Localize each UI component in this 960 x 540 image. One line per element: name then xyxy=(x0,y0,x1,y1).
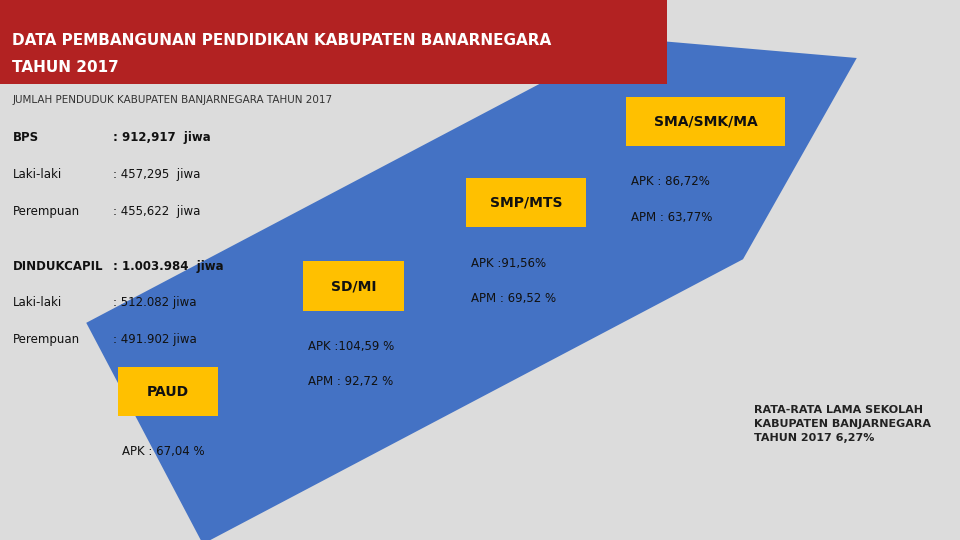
Text: SMA/SMK/MA: SMA/SMK/MA xyxy=(654,114,757,129)
FancyBboxPatch shape xyxy=(467,178,586,227)
Text: SD/MI: SD/MI xyxy=(330,279,376,293)
Text: APM : 63,77%: APM : 63,77% xyxy=(632,211,712,224)
Text: Perempuan: Perempuan xyxy=(12,205,80,218)
Text: DINDUKCAPIL: DINDUKCAPIL xyxy=(12,260,103,273)
Text: JUMLAH PENDUDUK KABUPATEN BANJARNEGARA TAHUN 2017: JUMLAH PENDUDUK KABUPATEN BANJARNEGARA T… xyxy=(12,95,332,105)
Text: PAUD: PAUD xyxy=(147,384,189,399)
FancyBboxPatch shape xyxy=(626,97,784,146)
Text: DATA PEMBANGUNAN PENDIDIKAN KABUPATEN BANARNEGARA: DATA PEMBANGUNAN PENDIDIKAN KABUPATEN BA… xyxy=(12,33,552,48)
Text: APM : 69,52 %: APM : 69,52 % xyxy=(471,292,556,305)
Text: Laki-laki: Laki-laki xyxy=(12,168,61,181)
FancyArrowPatch shape xyxy=(86,38,856,540)
FancyBboxPatch shape xyxy=(117,367,218,416)
Text: Laki-laki: Laki-laki xyxy=(12,296,61,309)
Text: SMP/MTS: SMP/MTS xyxy=(490,195,563,210)
Text: APK :91,56%: APK :91,56% xyxy=(471,256,546,269)
Text: : 491.902 jiwa: : 491.902 jiwa xyxy=(113,333,197,346)
Text: : 512.082 jiwa: : 512.082 jiwa xyxy=(113,296,197,309)
Text: APM : 92,72 %: APM : 92,72 % xyxy=(307,375,393,388)
Text: APK :104,59 %: APK :104,59 % xyxy=(307,340,394,353)
Text: TAHUN 2017: TAHUN 2017 xyxy=(12,60,119,75)
Text: : 455,622  jiwa: : 455,622 jiwa xyxy=(113,205,201,218)
FancyBboxPatch shape xyxy=(303,261,403,311)
Text: RATA-RATA LAMA SEKOLAH
KABUPATEN BANJARNEGARA
TAHUN 2017 6,27%: RATA-RATA LAMA SEKOLAH KABUPATEN BANJARN… xyxy=(754,405,930,443)
Text: Perempuan: Perempuan xyxy=(12,333,80,346)
Text: APK : 67,04 %: APK : 67,04 % xyxy=(123,446,205,458)
Text: : 912,917  jiwa: : 912,917 jiwa xyxy=(113,131,211,144)
Text: : 1.003.984  jiwa: : 1.003.984 jiwa xyxy=(113,260,224,273)
Text: BPS: BPS xyxy=(12,131,38,144)
Text: APK : 86,72%: APK : 86,72% xyxy=(632,176,710,188)
FancyBboxPatch shape xyxy=(0,0,667,84)
Text: : 457,295  jiwa: : 457,295 jiwa xyxy=(113,168,201,181)
